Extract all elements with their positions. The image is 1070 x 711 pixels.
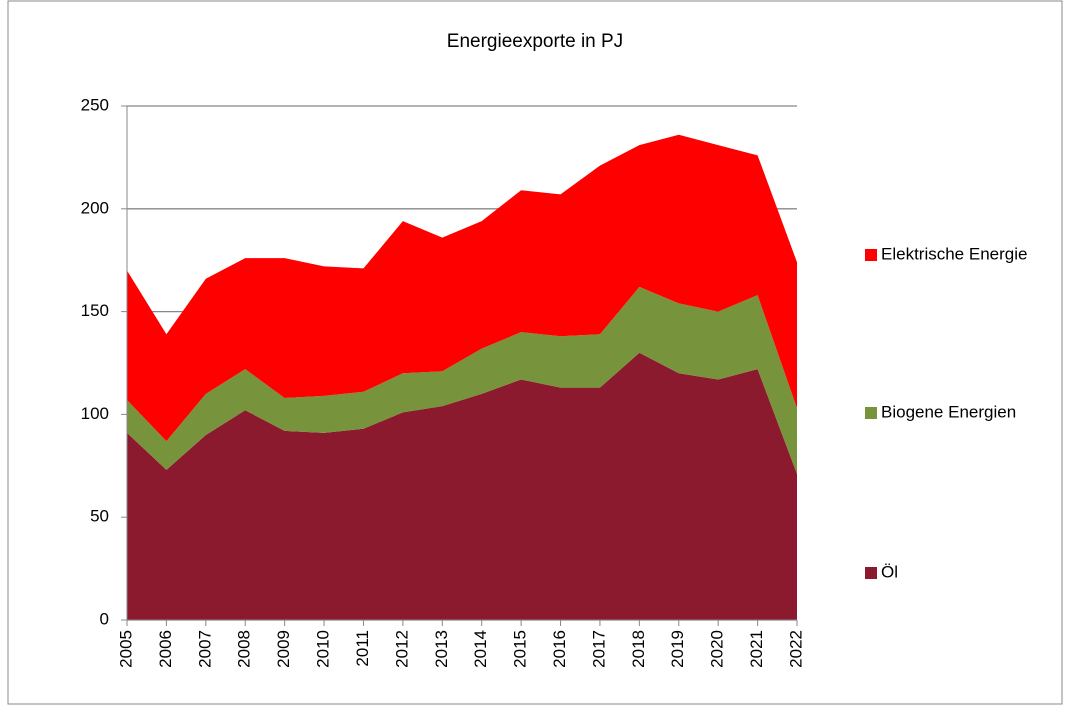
- areas: [127, 134, 797, 620]
- legend-swatch: [865, 249, 877, 261]
- y-tick-label: 0: [100, 609, 109, 628]
- x-tick-label: 2015: [511, 630, 530, 668]
- y-tick-label: 50: [90, 507, 109, 526]
- legend-swatch: [865, 567, 877, 579]
- x-tick-label: 2014: [471, 630, 490, 668]
- x-tick-label: 2019: [668, 630, 687, 668]
- area: [127, 134, 797, 442]
- x-tick-label: 2022: [786, 630, 805, 668]
- x-tick-label: 2017: [589, 630, 608, 668]
- x-tick-label: 2012: [392, 630, 411, 668]
- x-tick-label: 2006: [156, 630, 175, 668]
- legend-label: Öl: [881, 562, 898, 581]
- x-tick-label: 2009: [274, 630, 293, 668]
- chart-title: Energieexporte in PJ: [447, 31, 623, 52]
- x-tick-label: 2005: [116, 630, 135, 668]
- x-tick-label: 2018: [629, 630, 648, 668]
- x-tick-label: 2020: [708, 630, 727, 668]
- x-tick-label: 2013: [432, 630, 451, 668]
- legend-label: Elektrische Energie: [881, 244, 1027, 263]
- area: [127, 352, 797, 620]
- axes: 0 50 100 150 200 250 2005 2006 2007 2008 2009 2010 2…: [81, 95, 1028, 667]
- x-tick-label: 2011: [353, 630, 372, 667]
- y-tick-label: 150: [81, 301, 109, 320]
- y-tick-label: 200: [81, 198, 109, 217]
- x-tick-label: 2007: [195, 630, 214, 668]
- x-tick-label: 2008: [235, 630, 254, 668]
- x-tick-label: 2010: [314, 630, 333, 668]
- y-tick-label: 250: [81, 95, 109, 114]
- x-tick-label: 2016: [550, 630, 569, 668]
- area: [127, 286, 797, 475]
- y-tick-label: 100: [81, 404, 109, 423]
- legend-label: Biogene Energien: [881, 402, 1016, 421]
- legend-swatch: [865, 407, 877, 419]
- x-tick-label: 2021: [747, 630, 766, 668]
